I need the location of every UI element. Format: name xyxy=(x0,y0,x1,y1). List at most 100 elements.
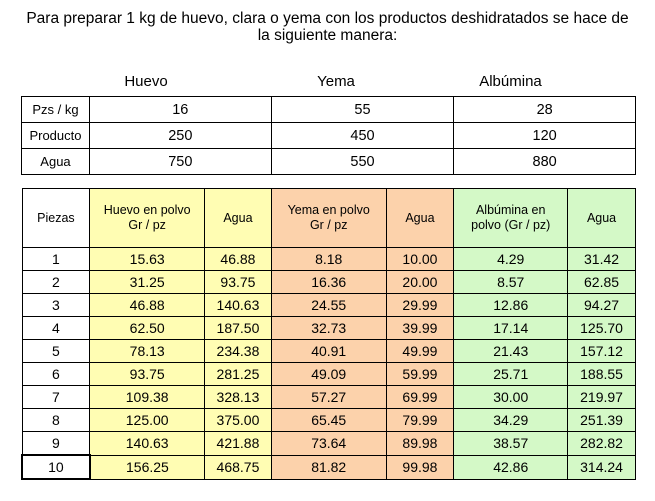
value-cell: 59.99 xyxy=(385,362,455,386)
value-cell: 16.36 xyxy=(270,270,387,294)
table-row: 9 140.63 421.88 73.64 89.98 38.57 282.82 xyxy=(21,431,636,456)
value-cell: 93.75 xyxy=(204,270,272,294)
header-row: Piezas Huevo en polvo Gr / pz Agua Yema … xyxy=(21,188,636,248)
value-cell: 29.99 xyxy=(385,293,455,317)
value-cell: 46.88 xyxy=(89,293,206,317)
header-piezas: Piezas xyxy=(21,188,91,248)
value-cell: 17.14 xyxy=(453,316,569,340)
value-cell: 314.24 xyxy=(567,454,636,480)
header-agua-yema: Agua xyxy=(385,188,455,248)
value-cell: 69.99 xyxy=(385,385,455,409)
value-cell: 156.25 xyxy=(89,454,206,480)
value-cell: 157.12 xyxy=(567,339,636,363)
value-cell: 89.98 xyxy=(385,431,455,456)
row-label: Pzs / kg xyxy=(21,96,90,123)
value-cell: 20.00 xyxy=(385,270,455,294)
piezas-cell: 4 xyxy=(21,316,91,340)
value-cell: 234.38 xyxy=(204,339,272,363)
value-cell: 468.75 xyxy=(204,454,272,480)
value-cell: 32.73 xyxy=(270,316,387,340)
piezas-cell: 3 xyxy=(21,293,91,317)
table-row: Producto 250 450 120 xyxy=(21,122,636,149)
value-cell: 375.00 xyxy=(204,408,272,432)
table-row: 5 78.13 234.38 40.91 49.99 21.43 157.12 xyxy=(21,339,636,363)
value-cell: 34.29 xyxy=(453,408,569,432)
cell: 750 xyxy=(88,148,272,175)
top-table: Pzs / kg 16 55 28 Producto 250 450 120 A… xyxy=(21,96,636,175)
value-cell: 21.43 xyxy=(453,339,569,363)
piezas-cell: 2 xyxy=(21,270,91,294)
table-row: 4 62.50 187.50 32.73 39.99 17.14 125.70 xyxy=(21,316,636,340)
value-cell: 140.63 xyxy=(204,293,272,317)
header-huevo-polvo: Huevo en polvo Gr / pz xyxy=(89,188,206,248)
piezas-cell: 5 xyxy=(21,339,91,363)
main-table: Piezas Huevo en polvo Gr / pz Agua Yema … xyxy=(21,188,636,480)
value-cell: 281.25 xyxy=(204,362,272,386)
value-cell: 10.00 xyxy=(385,247,455,271)
value-cell: 49.99 xyxy=(385,339,455,363)
value-cell: 12.86 xyxy=(453,293,569,317)
value-cell: 65.45 xyxy=(270,408,387,432)
value-cell: 57.27 xyxy=(270,385,387,409)
col-header-huevo: Huevo xyxy=(124,73,168,90)
value-cell: 125.00 xyxy=(89,408,206,432)
col-header-yema: Yema xyxy=(317,73,355,90)
value-cell: 251.39 xyxy=(567,408,636,432)
value-cell: 8.18 xyxy=(270,247,387,271)
value-cell: 99.98 xyxy=(385,454,455,480)
value-cell: 282.82 xyxy=(567,431,636,456)
cell: 16 xyxy=(88,96,272,123)
value-cell: 15.63 xyxy=(89,247,206,271)
col-header-albumina: Albúmina xyxy=(479,73,542,90)
cell: 550 xyxy=(270,148,455,175)
row-label: Producto xyxy=(21,122,90,149)
value-cell: 25.71 xyxy=(453,362,569,386)
value-cell: 30.00 xyxy=(453,385,569,409)
value-cell: 140.63 xyxy=(89,431,206,456)
value-cell: 46.88 xyxy=(204,247,272,271)
piezas-cell: 6 xyxy=(21,362,91,386)
piezas-cell: 8 xyxy=(21,408,91,432)
header-agua-albumina: Agua xyxy=(567,188,636,248)
piezas-cell: 10 xyxy=(21,454,91,480)
value-cell: 81.82 xyxy=(270,454,387,480)
piezas-cell: 9 xyxy=(21,431,91,456)
table-row: 3 46.88 140.63 24.55 29.99 12.86 94.27 xyxy=(21,293,636,317)
piezas-cell: 7 xyxy=(21,385,91,409)
value-cell: 39.99 xyxy=(385,316,455,340)
row-label: Agua xyxy=(21,148,90,175)
title-line-1: Para preparar 1 kg de huevo, clara o yem… xyxy=(26,10,629,27)
value-cell: 93.75 xyxy=(89,362,206,386)
value-cell: 109.38 xyxy=(89,385,206,409)
table-row: 7 109.38 328.13 57.27 69.99 30.00 219.97 xyxy=(21,385,636,409)
value-cell: 79.99 xyxy=(385,408,455,432)
value-cell: 94.27 xyxy=(567,293,636,317)
value-cell: 188.55 xyxy=(567,362,636,386)
cell: 250 xyxy=(88,122,272,149)
value-cell: 24.55 xyxy=(270,293,387,317)
value-cell: 187.50 xyxy=(204,316,272,340)
top-table-column-headers: Huevo Yema Albúmina xyxy=(0,73,655,93)
value-cell: 421.88 xyxy=(204,431,272,456)
header-agua-huevo: Agua xyxy=(204,188,272,248)
table-row: Agua 750 550 880 xyxy=(21,148,636,175)
value-cell: 49.09 xyxy=(270,362,387,386)
table-row: 6 93.75 281.25 49.09 59.99 25.71 188.55 xyxy=(21,362,636,386)
piezas-cell: 1 xyxy=(21,247,91,271)
value-cell: 38.57 xyxy=(453,431,569,456)
value-cell: 4.29 xyxy=(453,247,569,271)
value-cell: 73.64 xyxy=(270,431,387,456)
table-row: 8 125.00 375.00 65.45 79.99 34.29 251.39 xyxy=(21,408,636,432)
table-row: 2 31.25 93.75 16.36 20.00 8.57 62.85 xyxy=(21,270,636,294)
value-cell: 42.86 xyxy=(453,454,569,480)
header-yema-polvo: Yema en polvo Gr / pz xyxy=(270,188,387,248)
value-cell: 31.25 xyxy=(89,270,206,294)
table-row: 10 156.25 468.75 81.82 99.98 42.86 314.24 xyxy=(21,454,636,480)
cell: 450 xyxy=(270,122,455,149)
header-albumina-polvo: Albúmina en polvo (Gr / pz) xyxy=(453,188,569,248)
cell: 120 xyxy=(453,122,636,149)
value-cell: 328.13 xyxy=(204,385,272,409)
title-line-2: la siguiente manera: xyxy=(257,27,398,44)
value-cell: 78.13 xyxy=(89,339,206,363)
value-cell: 8.57 xyxy=(453,270,569,294)
